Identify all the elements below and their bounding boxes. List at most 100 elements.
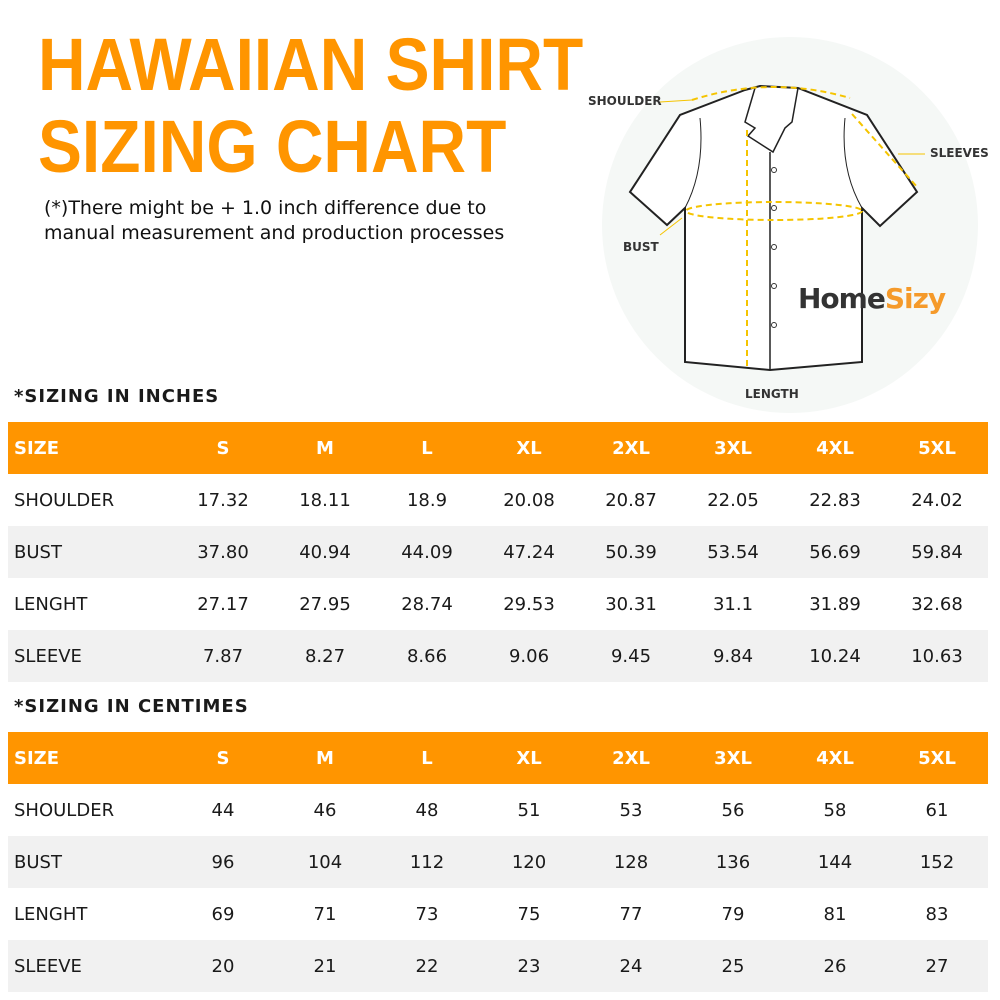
measurement-note: (*)There might be + 1.0 inch difference …: [44, 196, 504, 246]
header-cell: 3XL: [682, 732, 784, 784]
table-cell: 21: [274, 940, 376, 992]
header-cell: XL: [478, 732, 580, 784]
table-cell: 18.9: [406, 489, 448, 511]
table-cell: 152: [886, 836, 988, 888]
note-line-2: manual measurement and production proces…: [44, 222, 505, 244]
table-cell: 59.84: [886, 526, 988, 578]
shirt-outline: [628, 84, 919, 372]
table-cell: 22.05: [707, 489, 759, 511]
note-line-1: (*)There might be + 1.0 inch difference …: [44, 197, 487, 219]
table-cell: 23: [478, 940, 580, 992]
header-cell: XL: [478, 422, 580, 474]
cm-header-row: SIZE S M L XL 2XL 3XL 4XL 5XL: [8, 732, 988, 784]
header-cell: L: [376, 732, 478, 784]
table-cell: 53: [619, 799, 643, 821]
table-cell: 22.83: [809, 489, 861, 511]
shirt-diagram: SHOULDER SLEEVES BUST LENGTH HomeSizy: [588, 37, 989, 413]
measure-lines: [685, 85, 919, 370]
table-cell: 79: [721, 903, 745, 925]
table-cell: 20.87: [605, 489, 657, 511]
header-cell: 5XL: [886, 732, 988, 784]
table-row: SLEEVE 7.87 8.27 8.66 9.06 9.45 9.84 10.24 10.63: [8, 630, 988, 682]
table-cell: 32.68: [911, 593, 963, 615]
table-cell: 27.95: [299, 593, 351, 615]
table-cell: 20: [172, 940, 274, 992]
table-cell: 18.11: [299, 489, 351, 511]
table-cell: 31.89: [809, 593, 861, 615]
table-cell: 31.1: [712, 593, 754, 615]
table-cell: 22: [376, 940, 478, 992]
table-cell: 144: [784, 836, 886, 888]
table-cell: 44: [211, 799, 235, 821]
table-cell: 112: [376, 836, 478, 888]
title-line-2: SIZING CHART: [38, 105, 507, 188]
header-cell: S: [172, 732, 274, 784]
row-label: BUST: [8, 836, 172, 888]
table-cell: 30.31: [605, 593, 657, 615]
header-cell: L: [376, 422, 478, 474]
table-cell: 96: [172, 836, 274, 888]
table-cell: 9.84: [682, 630, 784, 682]
table-row: SHOULDER 44 46 48 51 53 56 58 61: [8, 784, 988, 836]
header-cell: M: [274, 422, 376, 474]
row-label: SLEEVE: [8, 630, 172, 682]
table-cell: 40.94: [274, 526, 376, 578]
inches-header-row: SIZE S M L XL 2XL 3XL 4XL 5XL: [8, 422, 988, 474]
row-label: LENGHT: [14, 593, 88, 615]
table-cell: 9.06: [478, 630, 580, 682]
table-cell: 47.24: [478, 526, 580, 578]
header-cell: M: [274, 732, 376, 784]
table-row: BUST 37.80 40.94 44.09 47.24 50.39 53.54 56.69 5…: [8, 526, 988, 578]
table-cell: 61: [925, 799, 949, 821]
table-cell: 10.63: [886, 630, 988, 682]
table-cell: 26: [784, 940, 886, 992]
table-cell: 104: [274, 836, 376, 888]
bust-label: BUST: [623, 240, 660, 254]
row-label: SHOULDER: [14, 799, 115, 821]
homesizy-logo: HomeSizy: [798, 282, 947, 315]
table-cell: 10.24: [784, 630, 886, 682]
header-cell: 2XL: [580, 422, 682, 474]
row-label: SLEEVE: [8, 940, 172, 992]
table-cell: 56: [721, 799, 745, 821]
table-cell: 8.27: [274, 630, 376, 682]
header-cell: 4XL: [784, 732, 886, 784]
table-cell: 8.66: [376, 630, 478, 682]
table-cell: 37.80: [172, 526, 274, 578]
table-cell: 20.08: [503, 489, 555, 511]
title-line-1: HAWAIIAN SHIRT: [38, 23, 584, 106]
shoulder-label: SHOULDER: [588, 94, 662, 108]
row-label: BUST: [8, 526, 172, 578]
table-cell: 9.45: [580, 630, 682, 682]
label-leaders: [659, 99, 925, 236]
table-cell: 27.17: [197, 593, 249, 615]
table-cell: 56.69: [784, 526, 886, 578]
header-cell: S: [172, 422, 274, 474]
cm-heading: *SIZING IN CENTIMES: [14, 696, 249, 717]
table-cell: 53.54: [682, 526, 784, 578]
table-cell: 69: [211, 903, 235, 925]
cm-table: SIZE S M L XL 2XL 3XL 4XL 5XL SHOULDER 44 46 48 51 53…: [8, 732, 988, 992]
table-cell: 136: [682, 836, 784, 888]
table-cell: 128: [580, 836, 682, 888]
table-cell: 24: [580, 940, 682, 992]
table-cell: 120: [478, 836, 580, 888]
table-cell: 50.39: [580, 526, 682, 578]
inches-heading: *SIZING IN INCHES: [14, 386, 220, 407]
header-cell: 3XL: [682, 422, 784, 474]
table-cell: 51: [517, 799, 541, 821]
length-label: LENGTH: [745, 387, 799, 401]
header-cell: SIZE: [8, 422, 172, 474]
table-cell: 44.09: [376, 526, 478, 578]
header-cell: 5XL: [886, 422, 988, 474]
table-cell: 27: [886, 940, 988, 992]
inches-table: SIZE S M L XL 2XL 3XL 4XL 5XL SHOULDER 17.32 18.11…: [8, 422, 988, 682]
table-cell: 73: [415, 903, 439, 925]
table-cell: 83: [925, 903, 949, 925]
svg-text:HomeSizy: HomeSizy: [798, 282, 946, 315]
table-cell: 48: [415, 799, 439, 821]
header-cell: SIZE: [8, 732, 172, 784]
table-cell: 71: [313, 903, 337, 925]
table-cell: 28.74: [401, 593, 453, 615]
row-label: SHOULDER: [14, 489, 115, 511]
